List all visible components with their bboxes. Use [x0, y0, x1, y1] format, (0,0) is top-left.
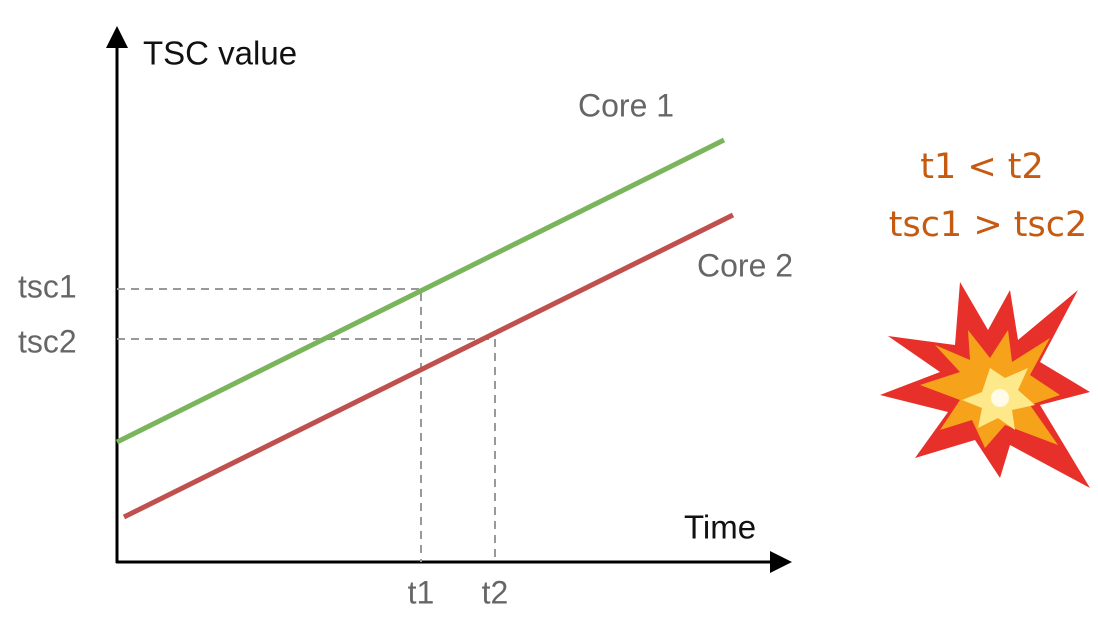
- y-marker-label: tsc2: [18, 323, 77, 359]
- x-marker-label: t2: [482, 574, 509, 610]
- note-line: tsc1 > tsc2: [889, 205, 1088, 245]
- core1-line: [115, 137, 726, 445]
- guide-tsc2: [117, 338, 496, 562]
- line-label: Core 2: [697, 247, 793, 283]
- y-marker-label: tsc1: [18, 268, 77, 304]
- note-line: t1 < t2: [920, 147, 1044, 187]
- guide-tsc1: [117, 288, 422, 562]
- y-axis-label: TSC value: [143, 35, 297, 72]
- line-label: Core 1: [578, 87, 674, 123]
- y-arrow: [106, 26, 128, 48]
- x-marker-label: t1: [408, 574, 435, 610]
- explosion-icon: [880, 282, 1090, 488]
- core2-line: [122, 212, 735, 520]
- x-arrow: [770, 551, 792, 573]
- x-axis-label: Time: [684, 509, 756, 546]
